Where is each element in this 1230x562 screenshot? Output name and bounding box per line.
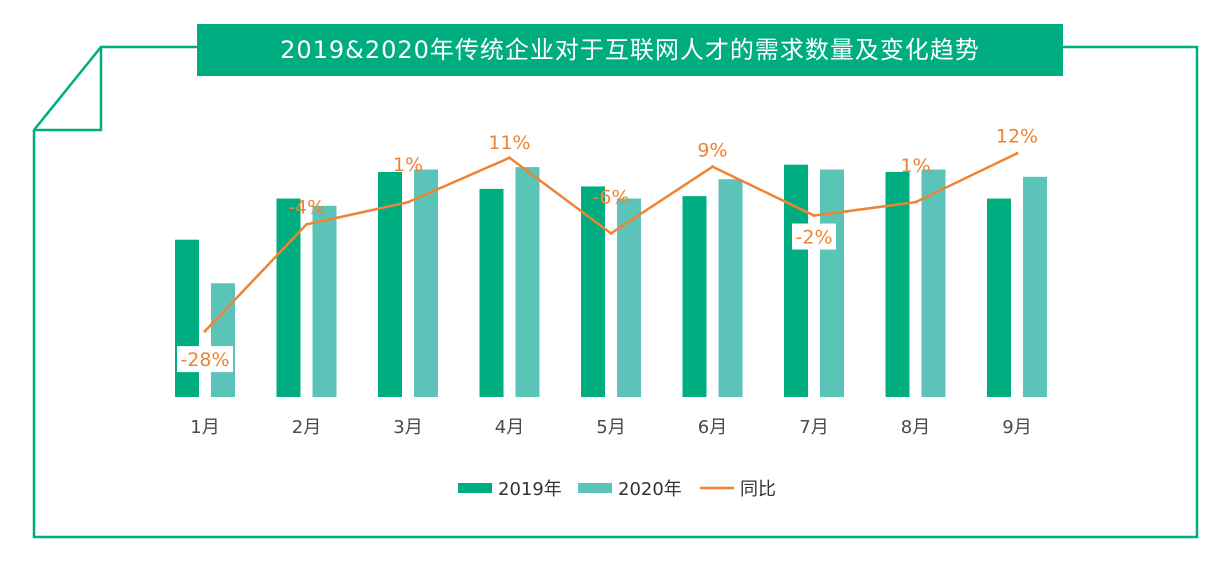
x-tick-label: 1月 [190,417,219,438]
bar-2020-3 [414,169,438,397]
x-axis-ticks: 1月 2月 3月 4月 5月 6月 7月 8月 9月 [190,417,1031,438]
data-label-bg [177,346,233,373]
chart-frame [32,45,1199,539]
yoy-data-label: 11% [488,132,530,154]
yoy-point-4 [508,156,511,160]
data-label-bg [792,223,836,250]
yoy-data-label: -28% [180,349,229,371]
bar-2020-6 [718,179,743,397]
bar-2019-3 [378,171,402,397]
bar-2019-1 [175,239,199,397]
x-tick-label: 7月 [799,417,828,438]
yoy-data-label: 1% [900,155,930,177]
yoy-data-label: 9% [697,140,727,162]
bar-2019-6 [682,196,707,397]
point-layer [203,151,1019,333]
legend: 2019年 2020年 同比 [458,479,776,500]
yoy-point-5 [609,231,613,235]
yoy-point-9 [1015,151,1019,155]
bar-layer [175,164,1047,397]
yoy-data-label: -6% [593,186,630,208]
x-tick-label: 2月 [292,417,321,438]
x-tick-label: 9月 [1002,417,1031,438]
legend-label: 同比 [740,479,776,500]
bar-2019-4 [479,188,504,397]
yoy-data-label: 1% [393,154,423,176]
bar-2019-8 [885,171,910,397]
bar-2019-5 [581,186,605,397]
yoy-data-label: 12% [996,125,1038,147]
chart-title: 2019&2020年传统企业对于互联网人才的需求数量及变化趋势 [280,36,980,64]
x-tick-label: 3月 [393,417,422,438]
yoy-point-2 [305,222,308,226]
yoy-point-3 [406,200,410,204]
legend-label: 2020年 [618,479,682,500]
bar-2020-2 [312,205,337,397]
bar-2020-9 [1023,176,1047,397]
bar-2019-7 [784,164,808,397]
bar-2019-2 [276,198,301,397]
yoy-data-label: -4% [288,196,325,218]
x-tick-label: 4月 [495,417,524,438]
yoy-point-1 [203,329,207,333]
legend-swatch [458,483,492,493]
yoy-point-7 [812,214,816,218]
yoy-point-8 [914,200,917,204]
x-tick-label: 8月 [901,417,930,438]
title-banner [197,24,1063,76]
legend-swatch [578,483,612,493]
x-tick-label: 6月 [698,417,727,438]
legend-label: 2019年 [498,479,562,500]
bar-2020-4 [515,167,540,397]
data-label-layer: -28% -4% 1% 11% -6% 9% -2% 1% 12% [177,125,1038,373]
bar-2019-9 [987,198,1011,397]
bar-2020-1 [211,283,235,397]
yoy-point-6 [711,165,714,169]
x-tick-label: 5月 [596,417,625,438]
bar-2020-7 [820,169,844,397]
yoy-data-label: -2% [796,227,833,249]
bar-2020-5 [617,198,641,397]
bar-2020-8 [921,169,946,397]
